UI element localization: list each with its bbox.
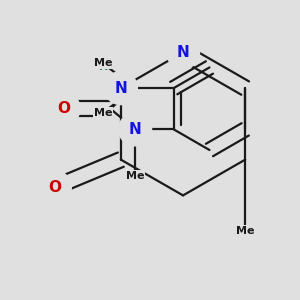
Text: Me: Me [94, 108, 112, 118]
Text: O: O [48, 180, 61, 195]
Circle shape [38, 171, 71, 204]
Text: O: O [57, 101, 70, 116]
Text: N: N [115, 81, 127, 96]
Text: H: H [99, 62, 108, 72]
Circle shape [167, 36, 200, 69]
Text: N: N [129, 122, 142, 137]
Text: Me: Me [126, 171, 144, 181]
Text: N: N [177, 45, 189, 60]
Text: Me: Me [94, 58, 112, 68]
Circle shape [104, 72, 137, 105]
Circle shape [47, 92, 80, 125]
Circle shape [118, 113, 152, 146]
Text: Me: Me [236, 226, 254, 236]
